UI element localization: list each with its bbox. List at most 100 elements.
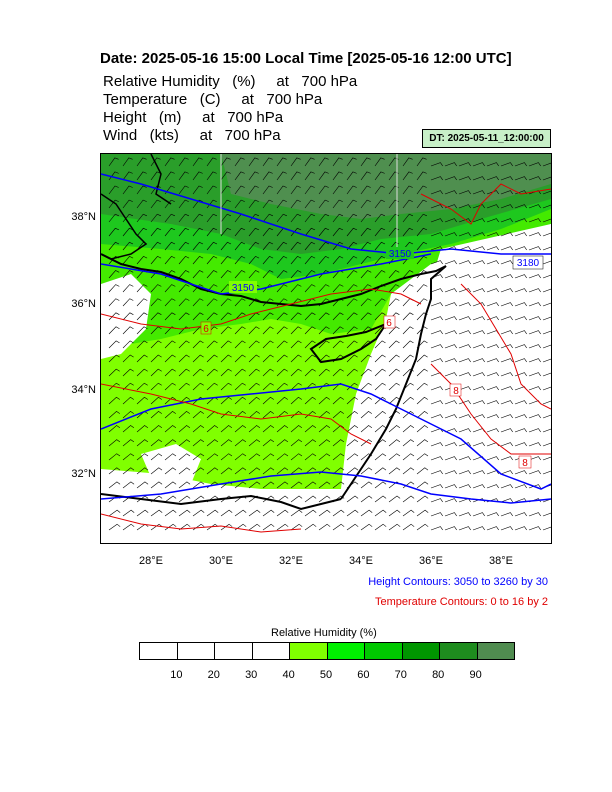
wind-barb [220,213,232,223]
wind-barb [290,467,303,475]
wind-barb [486,274,499,279]
wind-barb [332,171,343,181]
wind-barb [234,425,247,433]
wind-barb [276,411,288,419]
wind-barb [290,425,303,433]
wind-barb [192,284,204,293]
wind-barb [276,171,287,181]
wind-barb [164,425,177,433]
wind-barb [402,411,414,419]
wind-barb [514,316,527,321]
wind-barb [206,453,219,461]
wind-barb [304,425,317,433]
wind-barb [248,340,260,349]
wind-barb [318,368,330,377]
temp-contour-5 [460,283,551,410]
wind-barb [542,274,551,279]
wind-barb [416,509,429,517]
wind-barb [122,284,134,293]
colorbar [139,642,515,660]
wind-barb [416,495,429,503]
wind-barb [304,523,317,531]
wind-barb [374,298,386,307]
wind-barb [136,509,149,517]
wind-barb [514,302,527,307]
colorbar-swatch [477,643,514,659]
wind-barb [206,256,218,265]
wind-barb [248,509,261,517]
wind-barb [458,232,471,237]
wind-barb [360,467,373,475]
wind-barb [500,400,513,405]
wind-barb [150,312,162,321]
wind-barb [220,396,232,405]
wind-barb [318,340,330,349]
wind-barb [164,284,176,293]
wind-barb [108,241,120,251]
wind-barb [542,330,551,335]
wind-barb [206,241,218,251]
wind-barb [430,302,443,307]
wind-barb [500,428,513,433]
wind-barb [402,157,413,167]
wind-barb [262,270,274,279]
wind-barb [542,386,551,391]
wind-barb [164,523,177,531]
wind-barb [122,270,134,279]
wind-barb [164,171,175,181]
wind-barb [528,246,541,251]
wind-barb [486,386,499,391]
wind-barb [318,256,330,265]
wind-barb [276,199,287,209]
wind-barb [514,288,527,293]
wind-barb [500,512,513,517]
wind-barb [304,509,317,517]
wind-barb [304,284,316,293]
wind-barb [514,274,527,279]
wind-barb [332,509,345,517]
dry-pocket-southwest [141,444,201,489]
wind-barb [290,523,303,531]
wind-barb [528,470,541,475]
wind-barb [374,213,386,223]
wind-barb [402,227,414,237]
wind-barb [122,523,135,531]
wind-barb [262,298,274,307]
wind-barb [500,442,513,447]
wind-barb [304,270,316,279]
wind-barb [360,227,372,237]
wind-barb [416,284,428,293]
wind-barb [248,185,259,195]
wind-barb [542,470,551,475]
wind-barb [150,157,161,167]
wind-barb [444,372,457,377]
wind-barb [500,386,513,391]
wind-barb [248,354,260,363]
wind-barb [346,284,358,293]
wind-barb [234,382,246,391]
wind-barb [472,470,485,475]
wind-barb [388,439,401,447]
wind-barb [472,274,485,279]
wind-barb [430,442,443,447]
wind-barb [374,270,386,279]
wind-barb [220,467,233,475]
wind-barb [402,495,415,503]
wind-barb [430,232,443,237]
wind-barb [276,368,288,377]
wind-barb [542,344,551,349]
wind-barb [472,400,485,405]
coastline-levant [340,265,447,500]
wind-barb [332,439,345,447]
wind-barb [402,312,414,321]
wind-barb [388,467,401,475]
wind-barb [276,509,289,517]
wind-barb [332,227,344,237]
wind-barb [388,284,400,293]
wind-barb [332,312,344,321]
wind-barb [178,354,190,363]
wind-barb [290,368,302,377]
wind-barb [136,171,147,181]
wind-barb [486,176,499,181]
wind-barb [290,171,301,181]
